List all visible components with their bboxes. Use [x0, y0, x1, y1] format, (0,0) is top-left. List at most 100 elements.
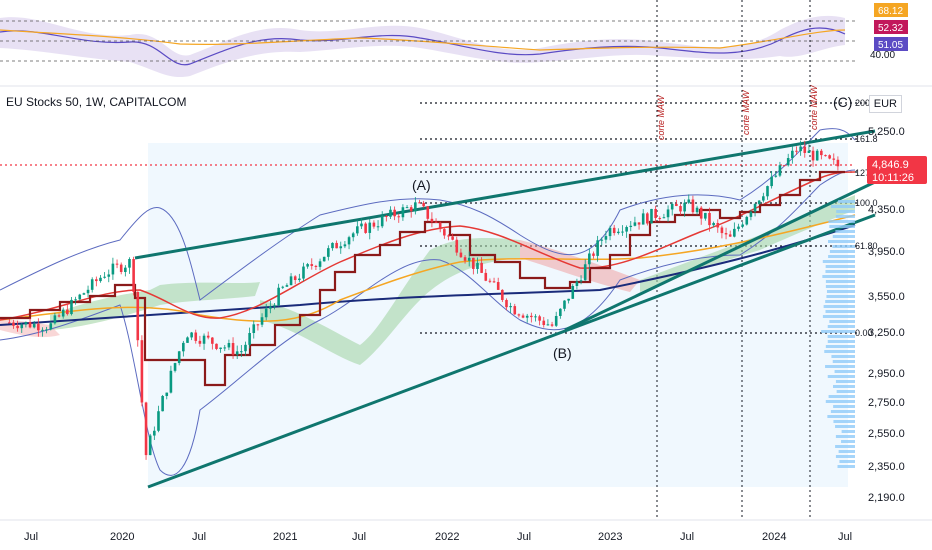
candle-body — [45, 329, 48, 331]
volume-profile-bar — [826, 295, 855, 298]
candle-body — [119, 264, 123, 272]
candle-body — [169, 370, 173, 393]
candle-body — [588, 253, 591, 265]
volume-profile-bar — [835, 445, 855, 448]
candle-body — [662, 217, 666, 219]
candle-body — [728, 234, 732, 237]
candle-body — [281, 286, 285, 288]
candle-body — [206, 335, 210, 338]
candle-body — [737, 226, 740, 229]
fib-label-200: 200.0 — [855, 98, 878, 108]
candle-body — [41, 329, 44, 331]
time-axis-tick: 2023 — [598, 531, 622, 543]
price-axis-tick: 2,550.0 — [868, 428, 905, 440]
candle-body — [339, 246, 343, 249]
candle-body — [385, 215, 388, 217]
candle-body — [99, 277, 102, 282]
candle-body — [260, 317, 264, 325]
candle-body — [505, 299, 508, 308]
candle-body — [687, 199, 691, 203]
candle-body — [376, 226, 380, 228]
candle-body — [82, 293, 86, 295]
candle-body — [111, 263, 115, 275]
candle-body — [434, 221, 438, 223]
candle-body — [235, 351, 239, 355]
candle-body — [496, 282, 500, 290]
ma-navy-line — [0, 224, 856, 326]
candle-body — [480, 262, 483, 273]
candle-body — [766, 186, 769, 197]
volume-profile-bar — [827, 335, 855, 338]
candle-body — [364, 223, 367, 233]
candle-body — [447, 235, 450, 237]
candle-body — [136, 291, 140, 341]
price-axis[interactable]: 5,250.0 4,350.0 3,950.0 3,550.0 3,250.0 2,950… — [868, 126, 905, 504]
candle-body — [194, 332, 198, 341]
candle-body — [600, 239, 604, 241]
candle-body — [70, 299, 73, 315]
candle-body — [559, 308, 562, 316]
candle-body — [49, 323, 53, 330]
candle-body — [8, 322, 11, 324]
candle-body — [666, 209, 670, 218]
candle-body — [554, 315, 558, 326]
candle-body — [451, 236, 454, 240]
time-axis[interactable]: Jul 2020 Jul 2021 Jul 2022 Jul 2023 Jul 2024 Jul — [24, 531, 852, 543]
fib-label-61: 61.80 — [855, 241, 878, 251]
candle-body — [165, 392, 169, 396]
candle-body — [426, 206, 430, 219]
volume-profile-bar — [825, 345, 855, 348]
currency-button[interactable]: EUR — [868, 95, 902, 113]
candle-body — [658, 218, 662, 220]
volume-profile-bar — [825, 365, 855, 368]
candle-body — [443, 229, 446, 236]
volume-profile-bar — [835, 230, 855, 233]
volume-profile-bar — [829, 320, 855, 323]
candle-body — [836, 159, 840, 167]
candle-body — [488, 280, 492, 282]
candle-body — [186, 337, 189, 343]
event-note-1: corte MAW — [656, 94, 666, 140]
candle-body — [409, 207, 413, 212]
candle-body — [264, 308, 268, 318]
volume-profile-bar — [835, 455, 855, 458]
volume-profile-bar — [825, 310, 855, 313]
candle-body — [393, 209, 396, 217]
price-axis-tick: 2,350.0 — [868, 461, 905, 473]
candle-body — [753, 203, 757, 212]
candle-body — [741, 224, 744, 227]
candle-body — [472, 257, 475, 269]
wave-label-a: (A) — [412, 177, 431, 193]
time-axis-tick: Jul — [192, 531, 206, 543]
candle-body — [231, 343, 235, 355]
volume-profile-bar — [825, 270, 855, 273]
volume-profile — [821, 200, 855, 468]
volume-profile-bar — [826, 290, 855, 293]
candle-body — [37, 323, 40, 331]
candle-body — [563, 300, 566, 309]
candle-body — [592, 253, 595, 256]
price-axis-tick: 4,350.0 — [868, 204, 905, 216]
volume-profile-bar — [822, 315, 855, 318]
volume-profile-bar — [825, 265, 855, 268]
osc-label-bg-1 — [874, 3, 908, 17]
candle-body — [621, 231, 624, 233]
candle-body — [401, 207, 405, 218]
osc-label-3: 51.05 — [878, 40, 903, 51]
candle-body — [803, 146, 807, 153]
fib-labels: 200.0 161.8 127.2 100.0 61.80 0.00 — [855, 98, 878, 338]
candle-body — [463, 257, 467, 261]
volume-profile-bar — [832, 245, 855, 248]
last-price-countdown: 10:11:26 — [872, 172, 914, 184]
candle-body — [695, 207, 699, 213]
candle-body — [501, 289, 504, 300]
candle-body — [277, 287, 280, 306]
osc-axis-level: 40.00 — [870, 50, 895, 61]
osc-label-bg-2 — [874, 20, 908, 34]
candle-body — [314, 265, 318, 267]
time-axis-tick: 2022 — [435, 531, 459, 543]
channel-lines — [134, 129, 876, 489]
candle-body — [679, 206, 682, 212]
candle-body — [198, 340, 202, 344]
